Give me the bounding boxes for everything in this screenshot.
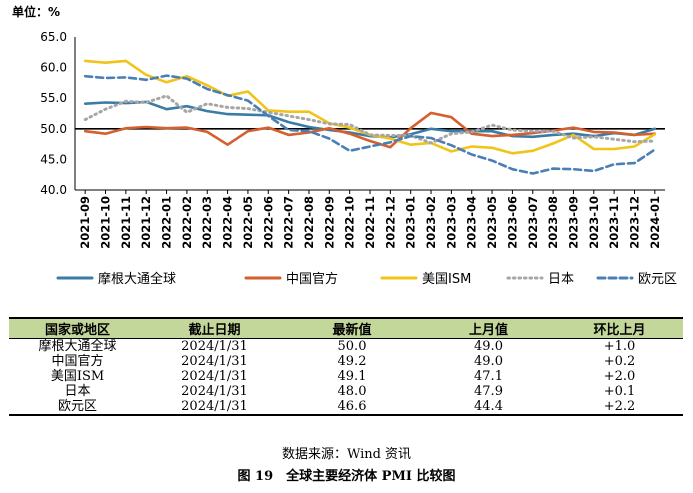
x-tick-label: 2022-11 (363, 196, 377, 249)
cell-latest: 48.0 (337, 384, 367, 399)
legend-label: 摩根大通全球 (98, 271, 176, 287)
x-tick-label: 2021-12 (139, 196, 153, 249)
series-line (83, 59, 657, 155)
figure-caption: 图 19 全球主要经济体 PMI 比较图 (237, 469, 456, 484)
x-tick-label: 2021-10 (99, 196, 113, 249)
x-tick-label: 2022-03 (200, 196, 214, 249)
x-tick-label: 2022-08 (302, 196, 316, 249)
pmi-summary-table: 国家或地区 截止日期 最新值 上月值 环比上月 摩根大通全球 2024/1/31… (9, 317, 683, 416)
legend-label: 美国ISM (422, 272, 471, 287)
header-date: 截止日期 (146, 317, 283, 339)
cell-previous: 47.9 (474, 384, 503, 399)
cell-latest: 49.2 (337, 354, 367, 369)
cell-date: 2024/1/31 (181, 339, 248, 354)
y-tick-label: 55.0 (40, 91, 67, 105)
cell-previous: 49.0 (474, 339, 503, 354)
x-tick-label: 2023-05 (485, 196, 499, 249)
x-tick-label: 2022-12 (383, 196, 397, 249)
series-line (83, 100, 657, 139)
cell-date: 2024/1/31 (146, 399, 283, 416)
series-line (83, 111, 657, 149)
cell-change: +1.0 (603, 339, 636, 354)
unit-label: 单位：% (12, 4, 60, 19)
pmi-line-chart: 单位：% 40.0 45.0 50.0 55.0 60.0 65.0 2021-09 2021-… (12, 4, 677, 287)
table-row: 欧元区 2024/1/31 46.6 44.4 +2.2 (9, 399, 683, 416)
x-tick-label: 2023-07 (526, 196, 540, 249)
x-tick-label: 2023-09 (566, 196, 580, 249)
cell-date: 2024/1/31 (181, 384, 248, 399)
header-region: 国家或地区 (9, 317, 146, 339)
cell-change: +2.0 (603, 369, 636, 384)
x-tick-label: 2022-10 (343, 196, 357, 249)
x-tick-label: 2022-07 (282, 196, 296, 249)
x-tick-label: 2023-11 (607, 196, 621, 249)
legend-label: 日本 (548, 272, 574, 287)
y-tick-label: 65.0 (40, 30, 67, 44)
cell-latest: 49.1 (337, 369, 367, 384)
table-header-row: 国家或地区 截止日期 最新值 上月值 环比上月 (9, 317, 683, 339)
x-tick-label: 2023-06 (505, 196, 519, 249)
cell-date: 2024/1/31 (181, 354, 248, 369)
x-tick-label: 2022-02 (180, 196, 194, 249)
series-line (83, 94, 657, 145)
x-tick-label: 2023-08 (546, 196, 560, 249)
x-tick-label: 2023-04 (465, 196, 479, 249)
table-row: 中国官方 2024/1/31 49.2 49.0 +0.2 (9, 354, 683, 369)
cell-change: +0.2 (603, 354, 636, 369)
y-tick-label: 60.0 (40, 61, 67, 75)
cell-previous: 44.4 (421, 399, 556, 416)
cell-date: 2024/1/31 (181, 369, 248, 384)
x-tick-label: 2022-09 (322, 196, 336, 249)
cell-region: 欧元区 (9, 399, 146, 416)
x-tick-label: 2021-11 (119, 196, 133, 249)
x-tick-label: 2024-01 (648, 196, 662, 249)
table-row: 摩根大通全球 2024/1/31 50.0 49.0 +1.0 (9, 339, 683, 355)
cell-region: 日本 (64, 384, 91, 399)
legend-label: 欧元区 (638, 272, 677, 287)
header-mom-change: 环比上月 (556, 317, 683, 339)
x-tick-label: 2023-03 (444, 196, 458, 249)
header-previous: 上月值 (421, 317, 556, 339)
x-tick-label: 2023-10 (587, 196, 601, 249)
cell-change: +0.1 (603, 384, 636, 399)
y-tick-label: 45.0 (40, 152, 67, 166)
cell-region: 美国ISM (50, 369, 105, 384)
cell-change: +2.2 (556, 399, 683, 416)
x-tick-label: 2021-09 (78, 196, 92, 249)
y-tick-label: 50.0 (40, 122, 67, 136)
table-row: 日本 2024/1/31 48.0 47.9 +0.1 (9, 384, 683, 399)
cell-previous: 49.0 (474, 354, 503, 369)
cell-previous: 47.1 (474, 369, 503, 384)
table-row: 美国ISM 2024/1/31 49.1 47.1 +2.0 (9, 369, 683, 384)
cell-region: 摩根大通全球 (38, 339, 117, 354)
y-tick-label: 40.0 (40, 183, 67, 197)
data-source-note: 数据来源：Wind 资讯 (281, 447, 412, 462)
x-tick-label: 2022-04 (221, 196, 235, 249)
x-tick-label: 2023-02 (424, 196, 438, 249)
x-tick-label: 2022-05 (241, 196, 255, 249)
x-tick-label: 2022-01 (160, 196, 174, 249)
x-tick-label: 2022-06 (261, 196, 275, 249)
series-line (83, 74, 657, 175)
x-tick-label: 2023-01 (404, 196, 418, 249)
cell-latest: 46.6 (283, 399, 421, 416)
cell-latest: 50.0 (337, 339, 367, 354)
legend-label: 中国官方 (286, 271, 338, 287)
x-tick-label: 2023-12 (627, 196, 641, 249)
cell-region: 中国官方 (51, 354, 104, 369)
header-latest: 最新值 (283, 317, 421, 339)
